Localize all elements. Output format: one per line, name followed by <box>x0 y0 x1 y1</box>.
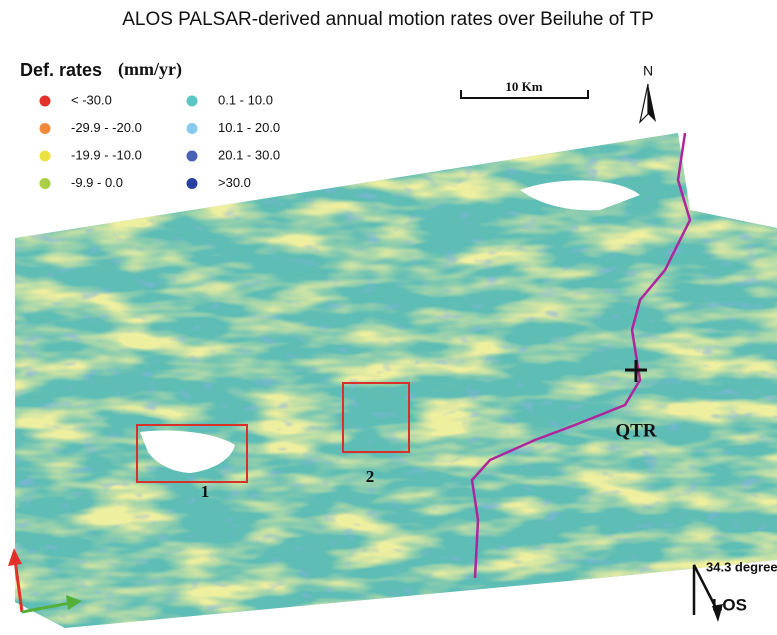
legend-label: -9.9 - 0.0 <box>71 175 123 190</box>
deformation-map <box>0 120 777 635</box>
north-arrow <box>640 84 648 122</box>
legend-swatch <box>187 178 198 189</box>
legend-swatch <box>187 123 198 134</box>
legend: Def. rates (mm/yr) < -30.0 -29.9 - -20.0 -… <box>20 59 280 190</box>
north-arrow <box>648 84 656 122</box>
legend-unit: (mm/yr) <box>118 59 182 80</box>
legend-swatch <box>40 96 51 107</box>
box-label: 2 <box>366 467 375 486</box>
box-label: 1 <box>201 482 210 501</box>
map-figure: ALOS PALSAR-derived annual motion rates … <box>0 0 777 635</box>
legend-label: 0.1 - 10.0 <box>218 92 273 107</box>
los-angle: 34.3 degree <box>706 559 777 574</box>
title: ALOS PALSAR-derived annual motion rates … <box>122 9 654 30</box>
legend-swatch <box>40 123 51 134</box>
north-label: N <box>643 63 653 79</box>
legend-swatch <box>40 178 51 189</box>
legend-label: 10.1 - 20.0 <box>218 120 280 135</box>
legend-label: >30.0 <box>218 175 251 190</box>
legend-label: < -30.0 <box>71 92 112 107</box>
map-texture <box>0 120 777 635</box>
legend-swatch <box>187 151 198 162</box>
legend-swatch <box>40 151 51 162</box>
scale-label: 10 Km <box>505 79 542 94</box>
legend-label: 20.1 - 30.0 <box>218 147 280 162</box>
los-label: LOS <box>712 595 747 614</box>
legend-swatch <box>187 96 198 107</box>
legend-label: -29.9 - -20.0 <box>71 120 142 135</box>
legend-title: Def. rates <box>20 60 102 80</box>
legend-label: -19.9 - -10.0 <box>71 147 142 162</box>
site-label: QTR <box>615 420 656 441</box>
